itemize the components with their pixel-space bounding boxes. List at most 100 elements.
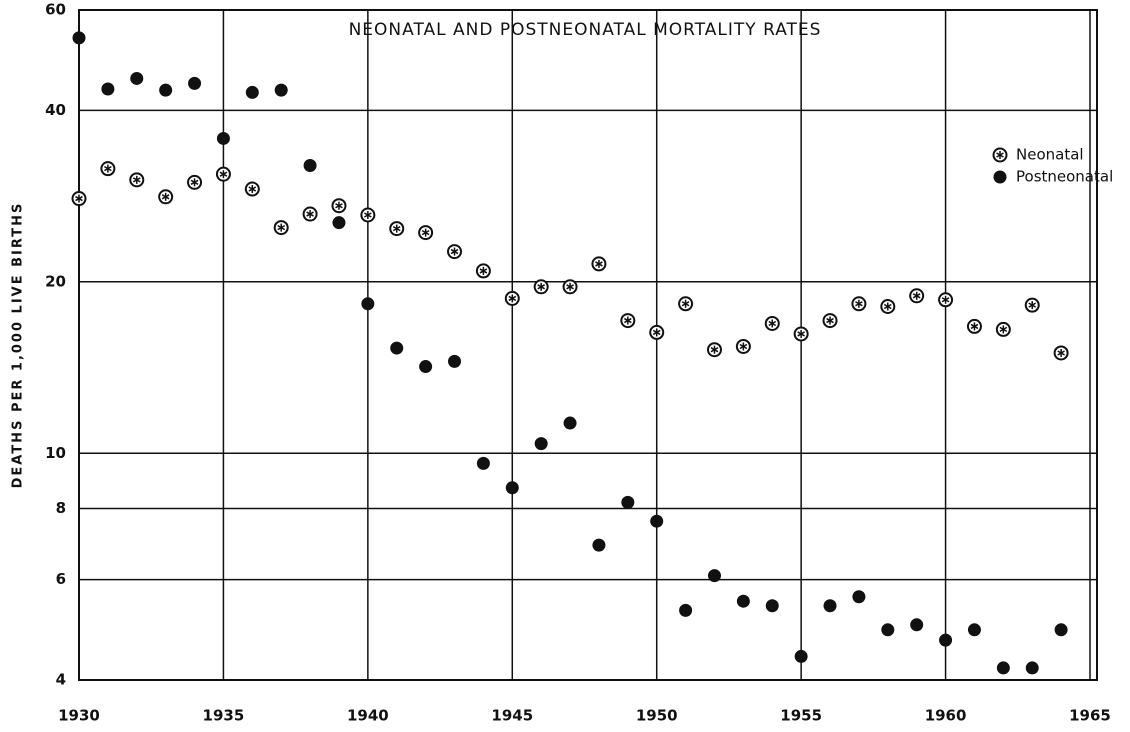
point [419,360,433,374]
point [995,321,1011,337]
marker-dot [448,354,462,368]
marker-dot [881,623,895,637]
marker-star [75,195,83,202]
point [764,315,780,331]
point [620,313,636,329]
y-tick-label: 8 [56,499,66,517]
point [823,599,837,613]
point [706,342,722,358]
point [534,437,548,451]
point [101,82,115,96]
marker-dot [794,649,808,663]
marker-star [681,301,690,307]
marker-dot [765,599,779,613]
marker-dot [72,31,86,45]
marker-dot [101,82,115,96]
legend-marker [993,170,1007,184]
y-tick-label: 10 [45,444,66,462]
marker-dot [419,360,433,374]
legend-label: Neonatal [1016,146,1084,164]
marker-dot [188,76,202,90]
marker-star [710,347,719,353]
point [765,599,779,613]
point [216,131,230,145]
marker-star [739,343,748,350]
marker-dot [505,481,519,495]
marker-star [537,284,546,290]
point [303,159,317,173]
point [130,71,144,85]
marker-dot [1025,661,1039,675]
y-tick-label: 40 [45,101,66,119]
marker-dot [993,170,1007,184]
point [939,633,953,647]
marker-dot [130,71,144,85]
point [158,189,174,205]
legend-label: Postneonatal [1016,168,1113,186]
marker-star [364,212,372,218]
x-tick-label: 1960 [925,707,967,725]
point [736,594,750,608]
point [852,590,866,604]
point [215,166,231,182]
y-tick-label: 60 [45,1,66,19]
point [1053,345,1069,361]
marker-dot [534,437,548,451]
marker-star [595,261,603,267]
point [71,191,87,207]
point [476,456,490,470]
point [967,623,981,637]
point [996,661,1010,675]
point [649,324,665,340]
point [390,341,404,355]
point [563,416,577,430]
marker-star [912,293,921,299]
y-axis-label: DEATHS PER 1,000 LIVE BIRTHS [11,202,26,489]
marker-star [826,317,834,324]
x-tick-label: 1965 [1069,707,1111,725]
marker-dot [216,131,230,145]
point [909,288,925,304]
x-tick-label: 1940 [347,707,389,725]
marker-dot [650,514,664,528]
marker-star [335,203,343,209]
marker-star [941,297,950,303]
point [966,318,982,334]
point [650,514,664,528]
marker-star [450,248,459,255]
marker-star [566,284,574,290]
point [244,181,260,197]
marker-star [479,268,488,274]
point [1025,661,1039,675]
point [794,649,808,663]
point [72,31,86,45]
marker-dot [592,538,606,552]
marker-dot [910,618,924,632]
legend-marker [992,147,1008,163]
marker-dot [967,623,981,637]
marker-dot [679,603,693,617]
marker-dot [361,297,375,311]
marker-star [190,179,199,185]
marker-star [797,331,805,337]
marker-star [768,320,777,327]
marker-dot [245,85,259,99]
marker-star [104,165,112,172]
point [562,279,578,295]
x-tick-label: 1930 [58,707,100,725]
y-tick-label: 4 [56,671,66,689]
marker-star [392,225,401,232]
marker-star [652,329,661,336]
point [592,538,606,552]
point [678,296,694,312]
marker-star [161,194,170,200]
point [448,354,462,368]
point [273,220,289,236]
point [533,279,549,295]
point [679,603,693,617]
marker-dot [996,661,1010,675]
point [910,618,924,632]
point [591,256,607,272]
point [1024,297,1040,313]
point [880,299,896,315]
